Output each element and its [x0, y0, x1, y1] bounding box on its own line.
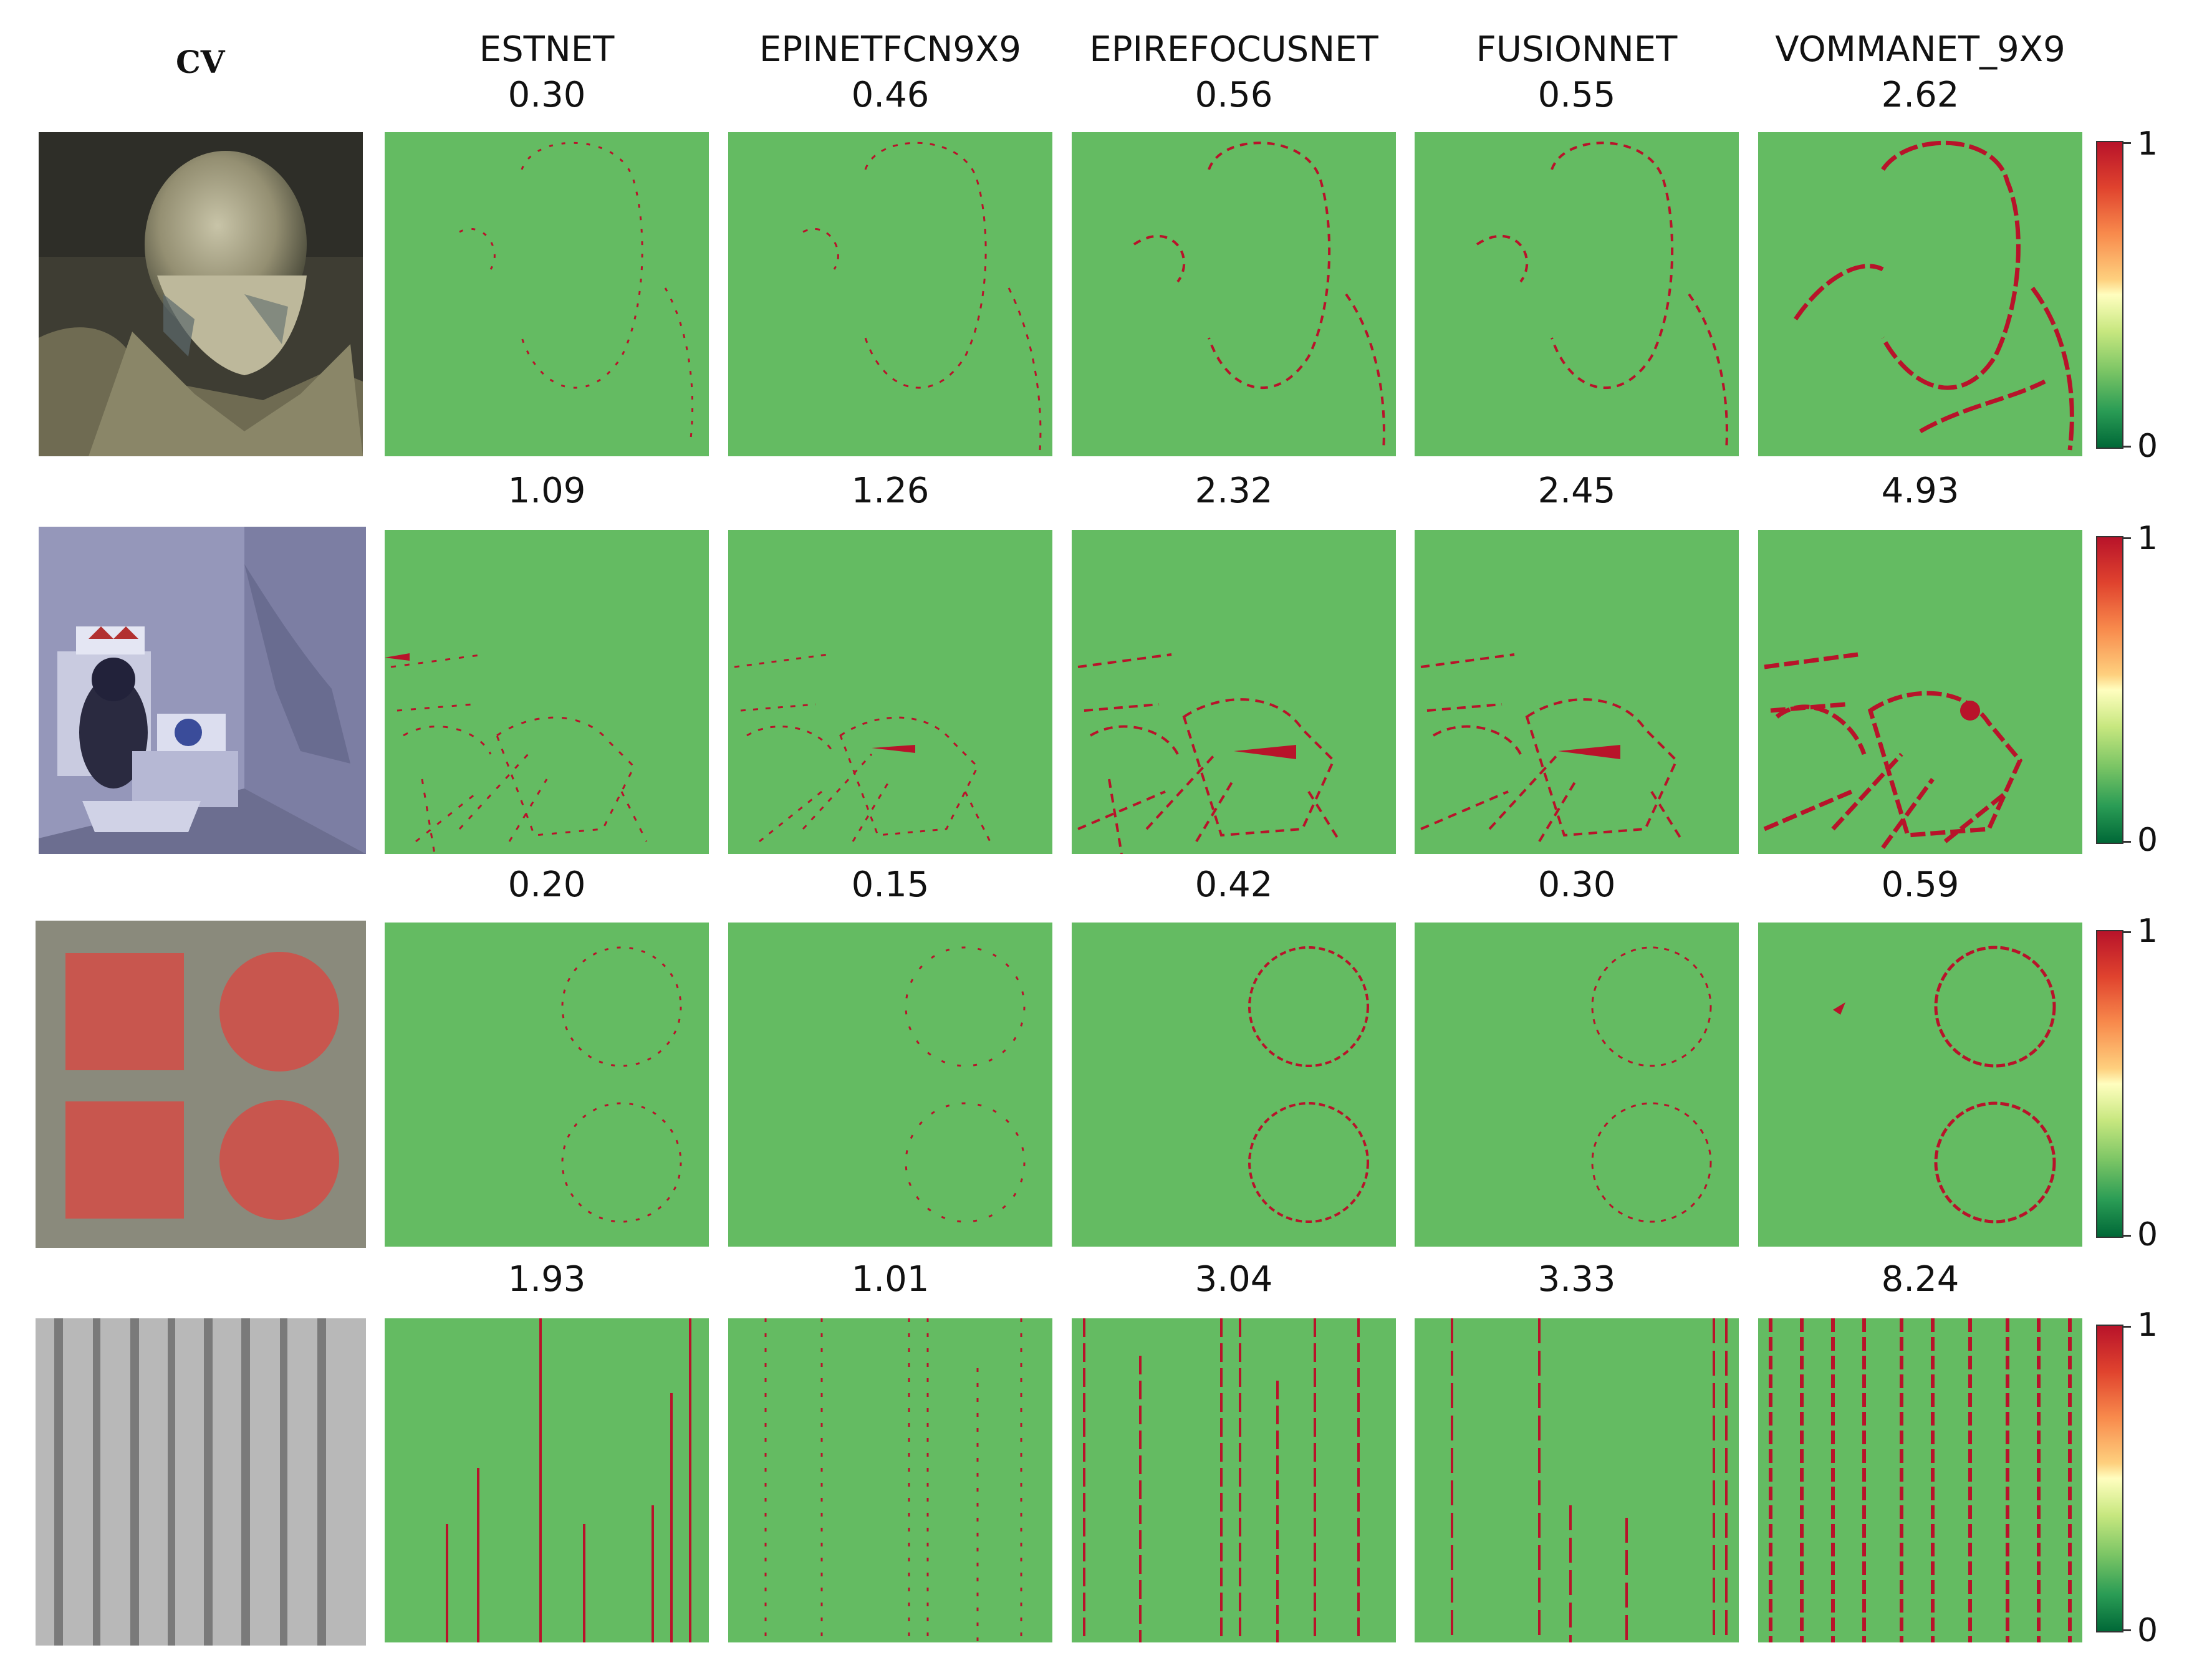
score-r1-epirefocus: 0.56	[1195, 75, 1273, 115]
colorbar-r1-tick-min	[2122, 446, 2131, 448]
colorbar-r2-tick-max	[2122, 537, 2131, 539]
colorbar-r3-tick-min	[2122, 1235, 2131, 1237]
error-map-r1-epirefocus	[1072, 132, 1396, 456]
score-r3-epirefocus: 0.42	[1195, 865, 1273, 905]
colorbar-r2	[2096, 536, 2123, 844]
error-map-r1-vomma	[1758, 132, 2082, 456]
score-r3-estnet: 0.20	[507, 865, 586, 905]
score-r2-epirefocus: 2.32	[1195, 471, 1273, 511]
method-label-fusionnet: FUSIONNET	[1476, 29, 1678, 70]
colorbar-r4	[2096, 1325, 2123, 1632]
cv-image-stripes	[36, 1318, 366, 1646]
score-r2-epinet: 1.26	[851, 471, 930, 511]
score-r1-epinet: 0.46	[851, 75, 930, 115]
colorbar-r1-min-label: 0	[2137, 428, 2158, 465]
error-map-r4-vomma	[1758, 1318, 2082, 1642]
error-map-r3-epinet	[728, 923, 1052, 1247]
colorbar-r1	[2096, 141, 2123, 449]
error-map-r4-estnet	[385, 1318, 709, 1642]
colorbar-r3-max-label: 1	[2137, 913, 2158, 950]
method-label-estnet: ESTNET	[479, 29, 615, 70]
score-r3-fusion: 0.30	[1537, 865, 1616, 905]
error-map-r1-epinet	[728, 132, 1052, 456]
error-map-r4-fusion	[1415, 1318, 1739, 1642]
cv-image-statue	[39, 132, 363, 456]
score-r4-vomma: 8.24	[1881, 1259, 1960, 1300]
score-r2-fusion: 2.45	[1537, 471, 1616, 511]
error-map-r2-epirefocus	[1072, 530, 1396, 854]
score-r3-vomma: 0.59	[1881, 865, 1960, 905]
error-map-r3-fusion	[1415, 923, 1739, 1247]
colorbar-r3	[2096, 930, 2123, 1238]
error-map-r3-estnet	[385, 923, 709, 1247]
error-map-r1-estnet	[385, 132, 709, 456]
error-map-r2-fusion	[1415, 530, 1739, 854]
error-map-r4-epirefocus	[1072, 1318, 1396, 1642]
score-r1-vomma: 2.62	[1881, 75, 1960, 115]
colorbar-r2-min-label: 0	[2137, 822, 2158, 859]
error-map-r1-fusion	[1415, 132, 1739, 456]
score-r4-epinet: 1.01	[851, 1259, 930, 1300]
error-map-r2-epinet	[728, 530, 1052, 854]
score-r1-fusion: 0.55	[1537, 75, 1616, 115]
figure-title: CV	[176, 44, 225, 80]
colorbar-r3-min-label: 0	[2137, 1216, 2158, 1253]
error-map-r2-vomma	[1758, 530, 2082, 854]
colorbar-r3-tick-max	[2122, 931, 2131, 933]
score-r2-estnet: 1.09	[507, 471, 586, 511]
colorbar-r4-tick-max	[2122, 1326, 2131, 1328]
score-r4-fusion: 3.33	[1537, 1259, 1616, 1300]
error-map-r4-epinet	[728, 1318, 1052, 1642]
method-label-epirefocusnet: EPIREFOCUSNET	[1089, 29, 1378, 70]
score-r1-estnet: 0.30	[507, 75, 586, 115]
cv-image-squares-circles	[36, 921, 366, 1248]
error-map-r3-vomma	[1758, 923, 2082, 1247]
error-map-r3-epirefocus	[1072, 923, 1396, 1247]
score-r3-epinet: 0.15	[851, 865, 930, 905]
colorbar-r2-max-label: 1	[2137, 520, 2158, 557]
method-label-vommanet: VOMMANET_9X9	[1775, 29, 2065, 70]
colorbar-r1-tick-max	[2122, 142, 2131, 144]
colorbar-r2-tick-min	[2122, 841, 2131, 843]
error-map-r2-estnet	[385, 530, 709, 854]
score-r4-estnet: 1.93	[507, 1259, 586, 1300]
cv-image-toy-room	[39, 527, 366, 854]
score-r2-vomma: 4.93	[1881, 471, 1960, 511]
score-r4-epirefocus: 3.04	[1195, 1259, 1273, 1300]
colorbar-r4-max-label: 1	[2137, 1306, 2158, 1344]
method-label-epinetfcn9x9: EPINETFCN9X9	[759, 29, 1021, 70]
colorbar-r4-min-label: 0	[2137, 1612, 2158, 1649]
colorbar-r4-tick-min	[2122, 1629, 2131, 1631]
colorbar-r1-max-label: 1	[2137, 125, 2158, 163]
